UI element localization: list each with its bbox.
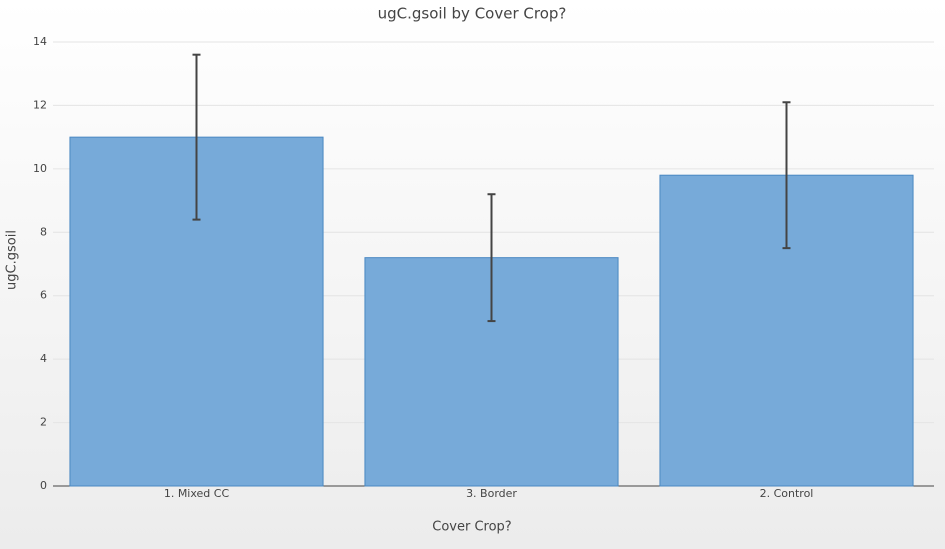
- y-tick-label: 4: [40, 352, 47, 365]
- y-tick-label: 10: [33, 162, 47, 175]
- x-tick-label: 1. Mixed CC: [164, 487, 230, 500]
- y-tick-label: 8: [40, 225, 47, 238]
- y-tick-label: 14: [33, 35, 47, 48]
- x-tick-label: 3. Border: [466, 487, 517, 500]
- y-tick-label: 12: [33, 98, 47, 111]
- x-tick-label: 2. Control: [760, 487, 814, 500]
- y-tick-label: 2: [40, 416, 47, 429]
- chart-title: ugC.gsoil by Cover Crop?: [378, 5, 567, 23]
- y-axis-title: ugC.gsoil: [5, 230, 20, 290]
- y-tick-label: 0: [40, 479, 47, 492]
- x-axis-title: Cover Crop?: [432, 520, 511, 535]
- y-tick-label: 6: [40, 289, 47, 302]
